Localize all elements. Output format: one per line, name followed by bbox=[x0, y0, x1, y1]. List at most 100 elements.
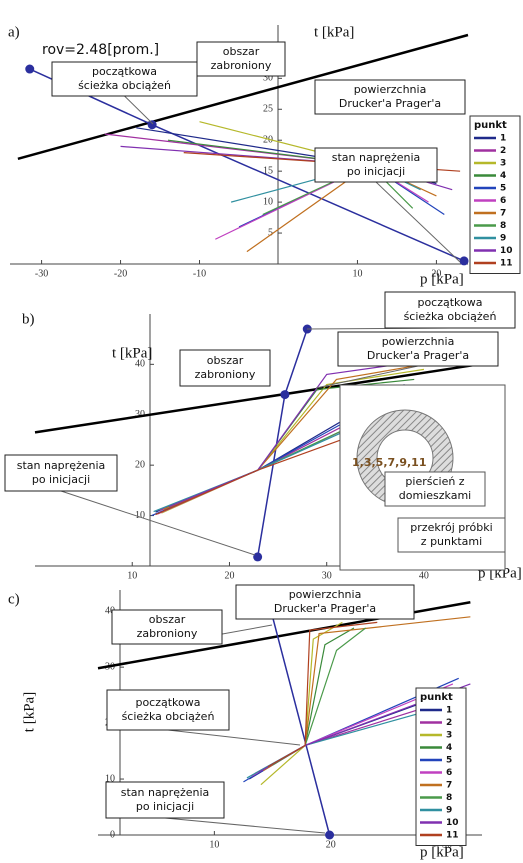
x-tick-label: 10 bbox=[209, 839, 219, 850]
inset-label: przekrój próbki bbox=[410, 521, 492, 534]
y-tick-label: 30 bbox=[135, 409, 145, 420]
annotation-text: ścieżka obciążeń bbox=[122, 710, 215, 723]
x-tick-label: -30 bbox=[35, 268, 48, 279]
legend-label: 5 bbox=[446, 756, 452, 766]
y-tick-label: 5 bbox=[268, 227, 273, 238]
annotation-text: powierzchnia bbox=[354, 83, 427, 96]
annotation-box bbox=[314, 147, 438, 183]
annotation-box bbox=[111, 609, 223, 645]
annotation-text: obszar bbox=[223, 45, 260, 58]
annotation-text: stan naprężenia bbox=[121, 786, 210, 799]
annotation-text: powierzchnia bbox=[289, 588, 362, 601]
annotation-box bbox=[384, 291, 516, 329]
y-tick-label: 25 bbox=[263, 104, 273, 115]
y-tick-label: 40 bbox=[135, 359, 145, 370]
point bbox=[253, 552, 263, 562]
series-line bbox=[17, 33, 469, 160]
panel-label: c) bbox=[8, 591, 20, 607]
annotation-box bbox=[235, 584, 415, 620]
annotation-box bbox=[179, 349, 271, 387]
point bbox=[459, 256, 469, 266]
annotation-box bbox=[105, 781, 225, 819]
annotation-text: obszar bbox=[207, 354, 244, 367]
annotation-text: zabroniony bbox=[211, 59, 272, 72]
point bbox=[280, 390, 290, 400]
leader-line bbox=[315, 365, 419, 389]
annotation-text: początkowa bbox=[417, 296, 482, 309]
legend-label: 3 bbox=[446, 731, 452, 741]
y-tick-label: 10 bbox=[105, 773, 115, 784]
panel-label: b) bbox=[22, 311, 35, 327]
series-line bbox=[34, 361, 493, 434]
x-tick-label: 10 bbox=[127, 570, 137, 581]
y-axis-label: t [kPa] bbox=[314, 24, 354, 40]
y-tick-label: 30 bbox=[263, 73, 273, 84]
y-tick-label: 15 bbox=[263, 165, 273, 176]
annotation-text: stan naprężenia bbox=[332, 151, 421, 164]
x-tick-label: -10 bbox=[193, 268, 206, 279]
legend-label: 10 bbox=[446, 818, 459, 828]
x-tick-label: 20 bbox=[224, 570, 234, 581]
legend-box bbox=[415, 687, 467, 846]
point bbox=[147, 120, 157, 130]
legend-label: 6 bbox=[500, 196, 506, 206]
x-axis-label: p [kPa] bbox=[420, 271, 464, 287]
annotation-box bbox=[51, 61, 198, 97]
y-tick-label: 40 bbox=[105, 605, 115, 616]
point bbox=[25, 64, 35, 74]
inset-label: pierścień z bbox=[405, 475, 464, 488]
annotation-box bbox=[4, 454, 118, 492]
legend-label: 8 bbox=[446, 793, 452, 803]
annotation-text: powierzchnia bbox=[382, 335, 455, 348]
series-line bbox=[260, 621, 343, 786]
series-line bbox=[272, 627, 367, 766]
series-line bbox=[266, 627, 355, 769]
leader-line bbox=[124, 95, 154, 125]
y-axis-label: t [kPa] bbox=[112, 345, 152, 361]
legend-label: 11 bbox=[446, 831, 459, 841]
chart-title: rov=2.48[prom.] bbox=[42, 42, 159, 58]
y-tick-label: 10 bbox=[263, 196, 273, 207]
annotation-text: Drucker'a Prager'a bbox=[339, 97, 441, 110]
legend-box bbox=[469, 115, 521, 274]
annotation-text: po inicjacji bbox=[347, 165, 405, 178]
annotation-text: zabroniony bbox=[195, 368, 256, 381]
inset-label: domieszkami bbox=[399, 489, 471, 502]
x-tick-label: 20 bbox=[326, 839, 336, 850]
leader-line bbox=[167, 729, 301, 746]
annotation-text: początkowa bbox=[92, 65, 157, 78]
panel-label: a) bbox=[8, 24, 20, 40]
legend-label: 4 bbox=[500, 171, 506, 181]
annotation-text: zabroniony bbox=[137, 627, 198, 640]
series-line bbox=[267, 621, 378, 768]
annotation-box bbox=[106, 689, 230, 731]
x-tick-label: 10 bbox=[352, 268, 362, 279]
annotation-text: ścieżka obciążeń bbox=[404, 310, 497, 323]
legend-label: 3 bbox=[500, 159, 506, 169]
legend-title: punkt bbox=[474, 120, 507, 131]
series-line bbox=[270, 612, 331, 836]
inset-points: 1,3,5,7,9,11 bbox=[352, 456, 426, 469]
legend-label: 2 bbox=[446, 718, 452, 728]
inset-label-box bbox=[397, 517, 506, 553]
legend-label: 5 bbox=[500, 184, 506, 194]
y-tick-label: 10 bbox=[135, 510, 145, 521]
legend-label: 7 bbox=[446, 781, 452, 791]
annotation-text: Drucker'a Prager'a bbox=[367, 349, 469, 362]
annotation-text: ścieżka obciążeń bbox=[78, 79, 171, 92]
legend-title: punkt bbox=[420, 692, 453, 703]
y-tick-label: 0 bbox=[110, 829, 115, 840]
legend-label: 9 bbox=[500, 234, 506, 244]
annotation-text: początkowa bbox=[135, 696, 200, 709]
inset-label-box bbox=[384, 471, 486, 507]
annotation-box bbox=[314, 79, 466, 115]
annotation-text: po inicjacji bbox=[136, 800, 194, 813]
x-axis-label: p [kPa] bbox=[420, 844, 464, 860]
y-tick-label: 20 bbox=[135, 459, 145, 470]
legend-label: 8 bbox=[500, 221, 506, 231]
x-tick-label: 30 bbox=[322, 570, 332, 581]
legend-label: 1 bbox=[446, 706, 452, 716]
y-axis-label: t [kPa] bbox=[21, 692, 37, 732]
legend-label: 2 bbox=[500, 146, 506, 156]
